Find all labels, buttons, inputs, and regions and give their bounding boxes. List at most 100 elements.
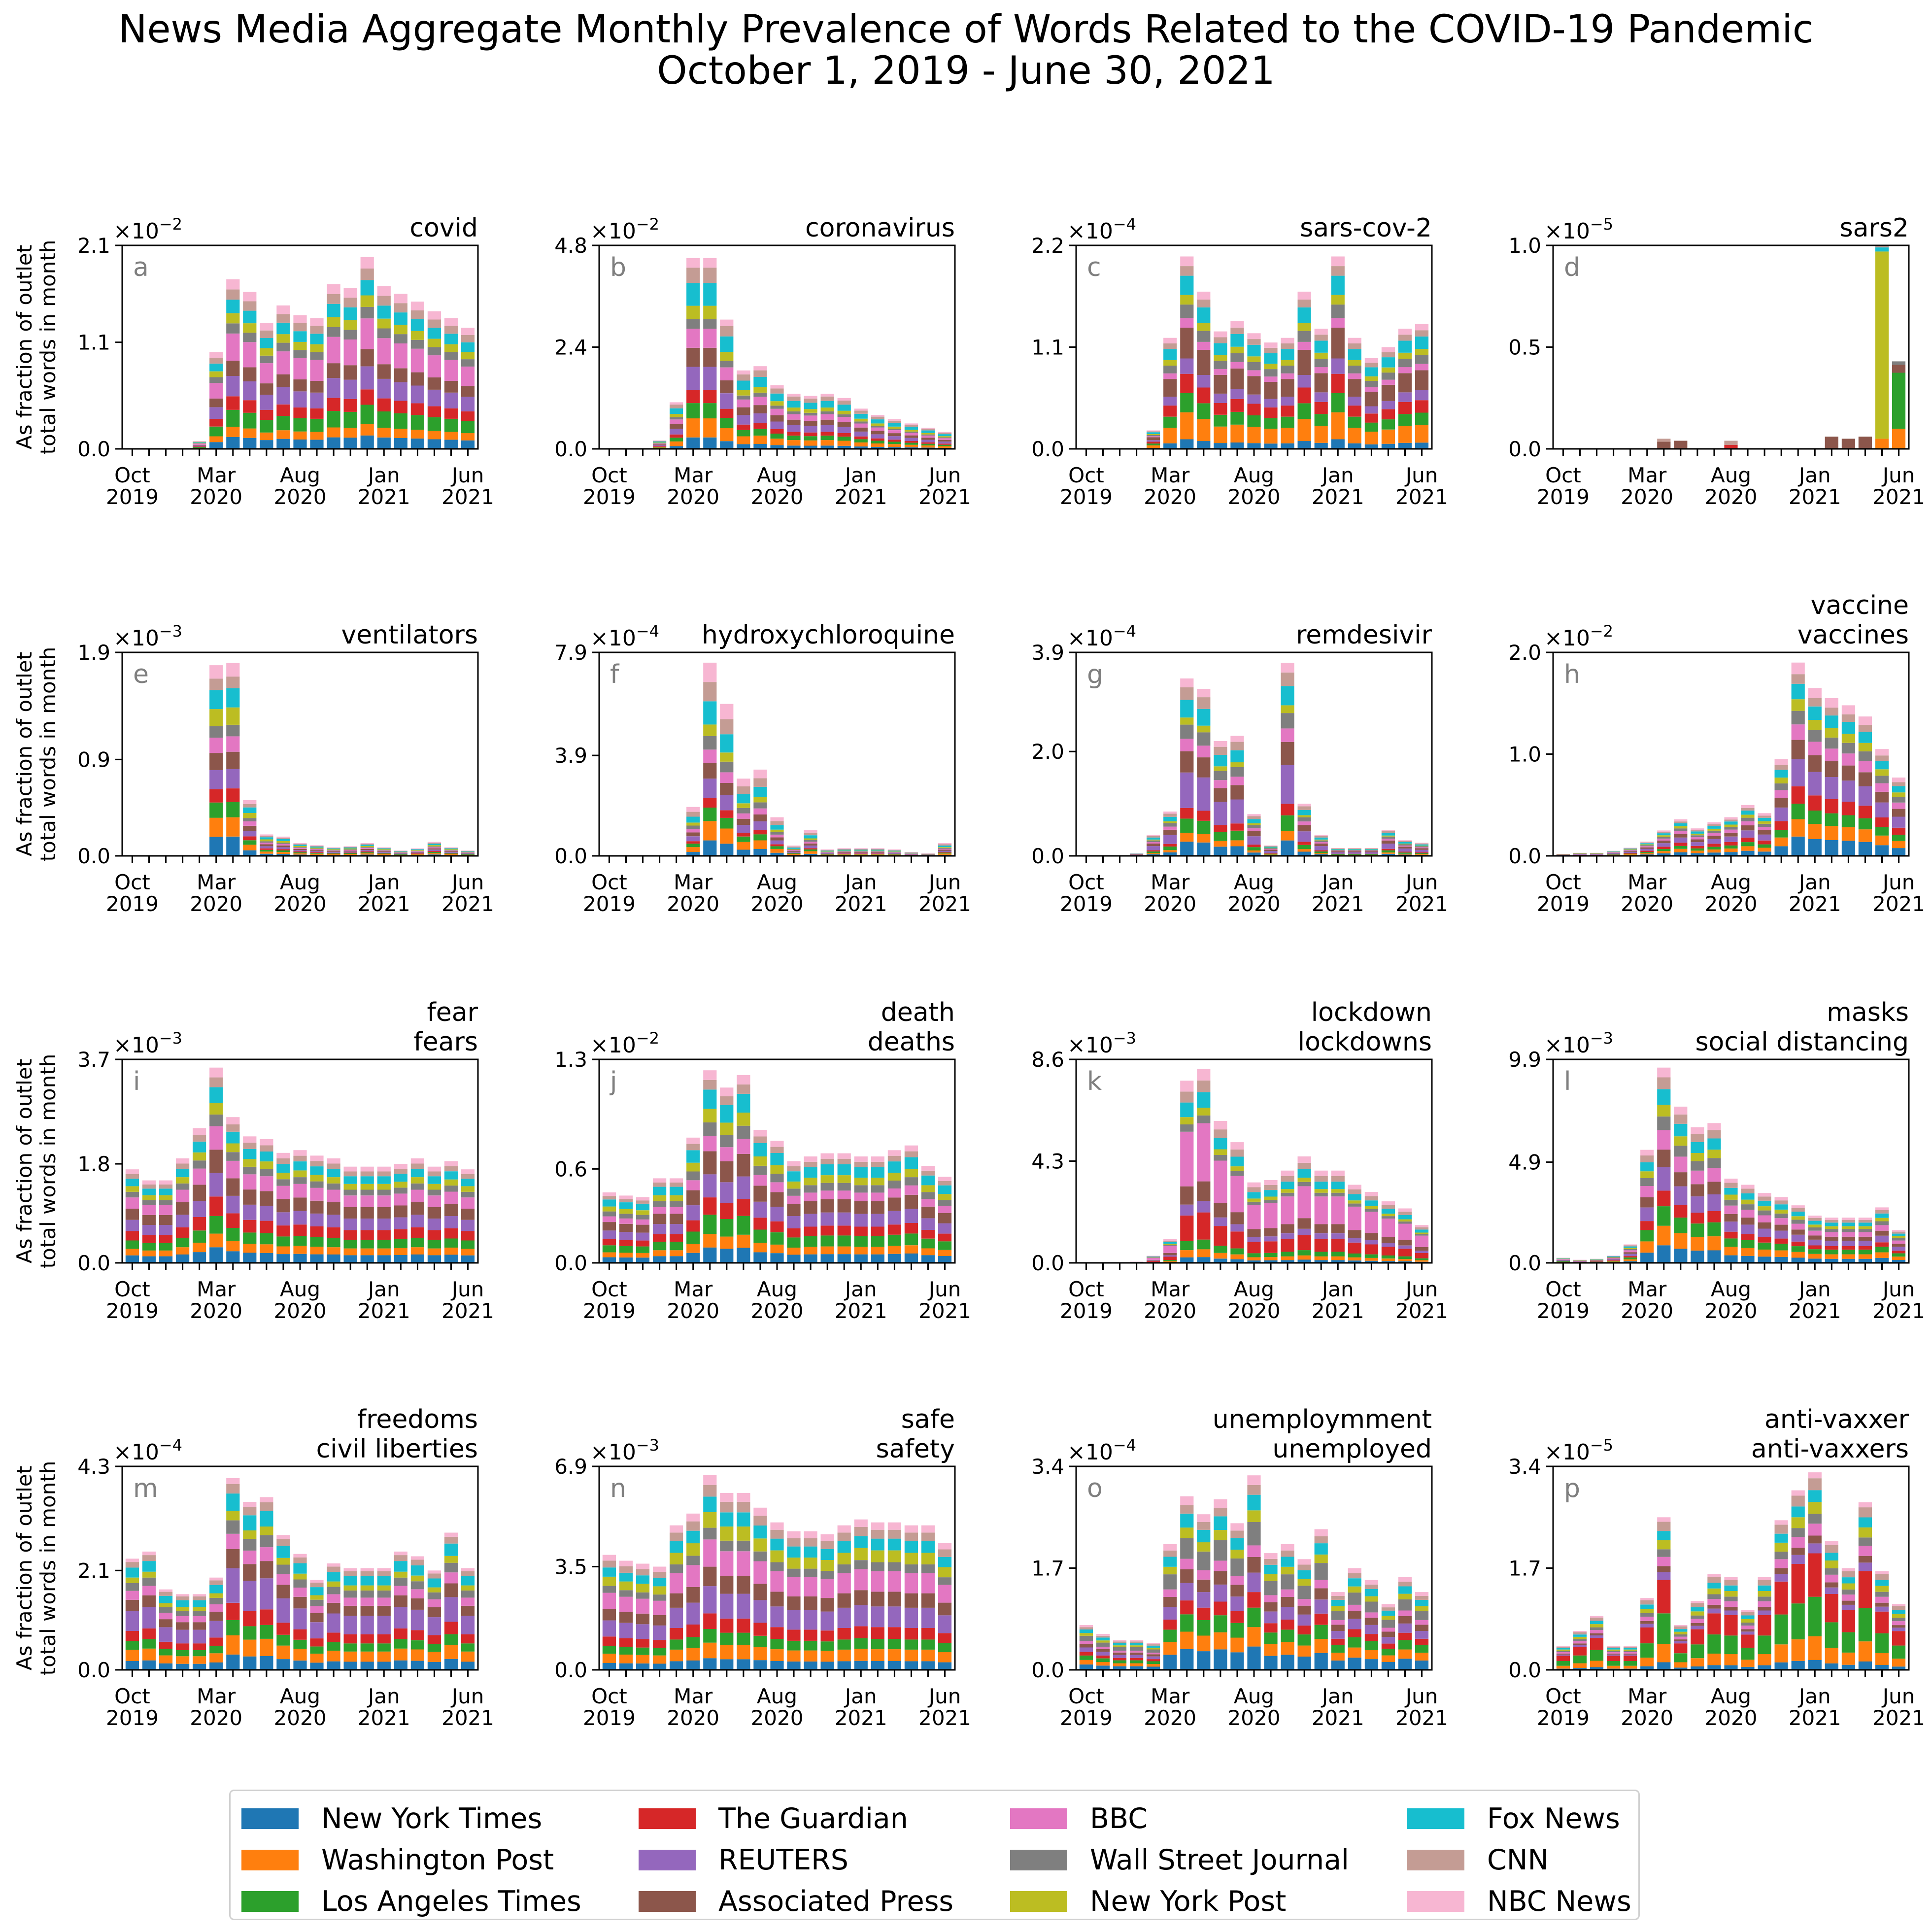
panel-letter: h — [1564, 660, 1580, 689]
bar-segment — [410, 1215, 424, 1227]
bar-segment — [904, 1169, 918, 1178]
bar-i-6 — [226, 1117, 240, 1263]
bar-segment — [209, 371, 223, 377]
bar-segment — [444, 334, 458, 344]
bar-segment — [938, 1567, 952, 1578]
bar-segment — [1096, 1634, 1110, 1636]
bar-n-12 — [804, 1531, 817, 1670]
bar-j-7 — [720, 1087, 734, 1263]
bar-segment — [276, 844, 290, 846]
bar-n-11 — [787, 1531, 801, 1670]
x-tick-label: 2019 — [1060, 1706, 1113, 1730]
x-tick-label: Jan — [844, 870, 877, 894]
bar-segment — [1348, 1637, 1361, 1648]
bar-segment — [1281, 373, 1294, 379]
bar-segment — [1264, 1559, 1278, 1565]
bar-f-5 — [686, 807, 700, 856]
bar-segment — [871, 1529, 884, 1539]
x-tick-label: Mar — [1627, 1277, 1667, 1301]
bar-segment — [310, 334, 324, 344]
bar-segment — [1758, 1196, 1771, 1201]
bar-segment — [159, 1663, 173, 1670]
bar-segment — [260, 323, 273, 331]
bar-segment — [461, 342, 475, 352]
bar-segment — [327, 851, 340, 852]
bar-segment — [461, 1576, 475, 1586]
bar-segment — [243, 323, 257, 333]
bar-segment — [159, 1603, 173, 1607]
bar-segment — [209, 726, 223, 738]
bar-segment — [703, 1080, 717, 1090]
bar-segment — [1707, 1577, 1721, 1583]
bar-segment — [1724, 845, 1738, 849]
x-tick-label: Jun — [450, 463, 484, 487]
bar-segment — [1791, 1548, 1805, 1555]
bar-segment — [226, 1131, 240, 1144]
bar-segment — [804, 1558, 817, 1569]
bar-l-11 — [1741, 1185, 1755, 1263]
bar-segment — [1808, 1472, 1822, 1479]
bar-segment — [360, 1568, 374, 1571]
x-tick-label: Mar — [1151, 870, 1190, 894]
bar-segment — [360, 295, 374, 307]
bar-segment — [310, 852, 324, 853]
bar-segment — [938, 440, 952, 442]
bar-segment — [871, 1236, 884, 1247]
bar-segment — [1348, 1238, 1361, 1243]
bar-n-7 — [720, 1492, 734, 1670]
x-tick-label: Aug — [1234, 463, 1274, 487]
bar-segment — [938, 1633, 952, 1643]
bar-segment — [209, 1173, 223, 1197]
bar-segment — [1230, 1611, 1244, 1623]
bar-segment — [444, 1532, 458, 1537]
y-tick-label: 4.9 — [1508, 1151, 1541, 1175]
bar-segment — [125, 1186, 139, 1192]
bar-segment — [1398, 1586, 1412, 1594]
bar-b-7 — [720, 319, 734, 449]
bar-segment — [1707, 1654, 1721, 1665]
bar-segment — [1707, 1613, 1721, 1635]
x-tick-label: 2021 — [1872, 485, 1925, 509]
bar-segment — [1825, 1250, 1838, 1254]
bar-segment — [1758, 1654, 1771, 1665]
bar-segment — [1281, 406, 1294, 417]
bar-segment — [260, 1145, 273, 1152]
bar-segment — [1398, 1632, 1412, 1640]
bar-segment — [1230, 767, 1244, 777]
bar-j-0 — [602, 1192, 616, 1263]
bar-segment — [226, 788, 240, 802]
bar-segment — [1825, 1226, 1838, 1229]
bar-segment — [176, 1227, 190, 1238]
bar-segment — [804, 848, 817, 849]
bar-segment — [1297, 349, 1311, 375]
bar-segment — [787, 425, 801, 432]
bar-segment — [193, 1607, 206, 1611]
legend-item: Los Angeles Times — [241, 1882, 581, 1921]
bar-segment — [125, 1562, 139, 1568]
bar-segment — [1691, 1134, 1704, 1142]
bar-segment — [887, 1529, 901, 1539]
bar-k-5 — [1163, 1239, 1177, 1263]
bar-segment — [837, 1541, 851, 1553]
bar-segment — [904, 1553, 918, 1564]
bar-segment — [770, 445, 784, 449]
bar-segment — [636, 1584, 650, 1593]
bar-e-15 — [377, 847, 391, 856]
x-tick-label: 2021 — [1789, 485, 1841, 509]
bar-o-12 — [1281, 1544, 1294, 1670]
bar-segment — [226, 1568, 240, 1603]
bar-segment — [1741, 850, 1755, 856]
bar-segment — [461, 1605, 475, 1616]
bar-segment — [193, 443, 206, 445]
bar-segment — [1640, 1197, 1654, 1208]
bar-segment — [854, 431, 868, 437]
bar-segment — [1607, 854, 1621, 855]
bar-segment — [686, 437, 700, 449]
bar-segment — [1858, 1507, 1872, 1518]
bar-segment — [1741, 1255, 1755, 1263]
bar-segment — [1147, 851, 1160, 853]
bar-segment — [670, 417, 683, 420]
bar-segment — [1791, 683, 1805, 700]
bar-segment — [1791, 1528, 1805, 1537]
subplot-title: hydroxychloroquine — [702, 620, 955, 650]
